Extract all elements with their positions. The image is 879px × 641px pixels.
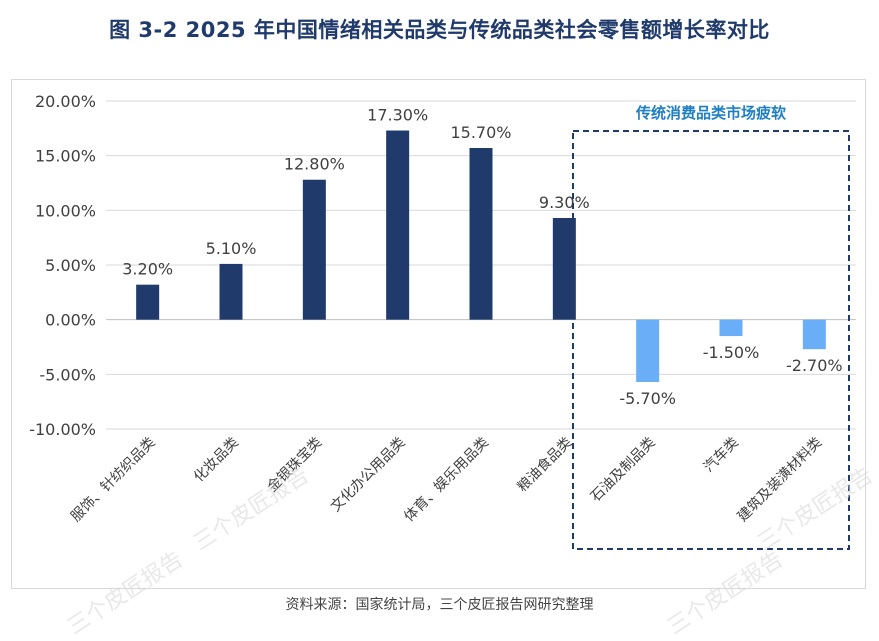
category-label: 石油及制品类 — [588, 435, 659, 506]
data-label: 3.20% — [122, 260, 173, 279]
bar — [636, 319, 660, 382]
traditional-highlight-box — [572, 130, 850, 550]
data-label: 5.10% — [206, 239, 257, 258]
bar-chart: 20.00% 15.00% 10.00% 5.00% 0.00% -5.00% -10.00… — [29, 92, 856, 550]
data-label: 9.30% — [539, 193, 590, 212]
data-labels: 3.20% 5.10% 12.80% 17.30% 15.70% 9.30% -5.70% -… — [122, 106, 842, 408]
category-label: 体育、娱乐用品类 — [401, 435, 492, 526]
data-label: -1.50% — [703, 343, 760, 362]
data-label: -5.70% — [619, 389, 676, 408]
bar — [302, 179, 326, 320]
category-label: 服饰、针纺织品类 — [68, 435, 159, 526]
bar — [386, 130, 410, 320]
bar — [552, 217, 576, 320]
source-note: 资料来源：国家统计局，三个皮匠报告网研究整理 — [285, 597, 594, 613]
data-label: 15.70% — [450, 123, 511, 142]
bar — [469, 148, 493, 320]
bars — [136, 130, 826, 382]
category-label: 粮油食品类 — [514, 434, 576, 496]
traditional-highlight-label: 传统消费品类市场疲软 — [635, 104, 786, 122]
category-label: 汽车类 — [700, 434, 742, 476]
y-tick-label: -5.00% — [39, 365, 96, 384]
y-tick-label: 20.00% — [35, 92, 96, 111]
category-label: 文化办公用品类 — [328, 435, 409, 516]
y-tick-label: 5.00% — [45, 256, 96, 275]
data-label: -2.70% — [786, 356, 843, 375]
bar — [802, 319, 826, 350]
y-tick-label: 15.00% — [35, 147, 96, 166]
y-tick-label: 0.00% — [45, 311, 96, 330]
bar — [719, 319, 743, 337]
chart-title: 图 3-2 2025 年中国情绪相关品类与传统品类社会零售额增长率对比 — [109, 18, 770, 42]
data-label: 17.30% — [367, 106, 428, 125]
bar — [136, 284, 160, 320]
data-label: 12.80% — [284, 155, 345, 174]
y-tick-label: -10.00% — [29, 420, 96, 439]
bar — [219, 263, 243, 320]
y-tick-label: 10.00% — [35, 201, 96, 220]
category-label: 化妆品类 — [191, 435, 242, 486]
y-axis-ticks: 20.00% 15.00% 10.00% 5.00% 0.00% -5.00% -10.00… — [29, 92, 96, 439]
chart-area: 20.00% 15.00% 10.00% 5.00% 0.00% -5.00% -10.00… — [11, 79, 866, 589]
